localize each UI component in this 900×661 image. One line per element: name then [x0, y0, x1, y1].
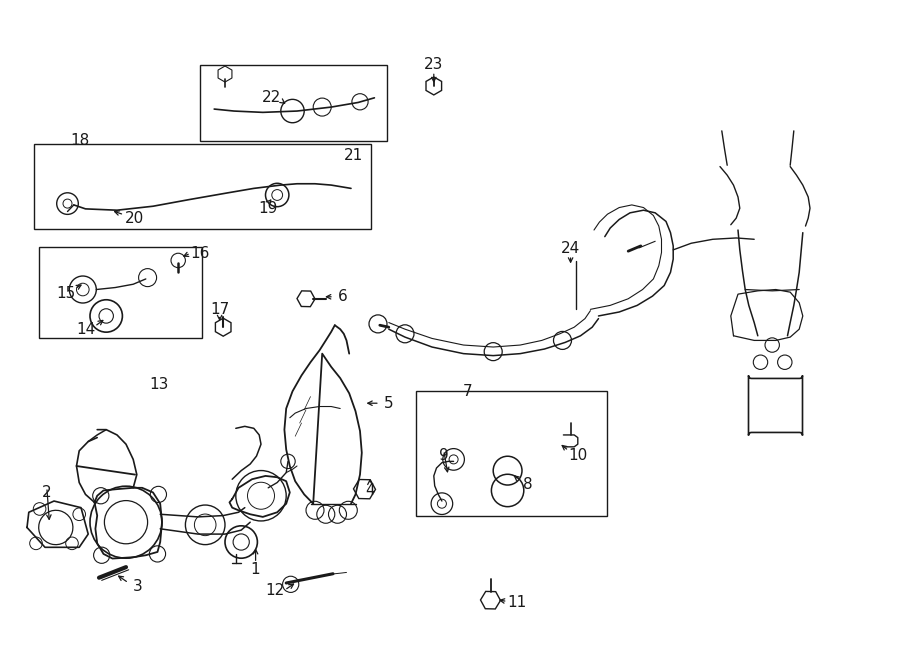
Bar: [34, 144, 371, 229]
Text: 8: 8: [524, 477, 533, 492]
Text: 21: 21: [344, 148, 364, 163]
Text: 20: 20: [125, 211, 145, 225]
Text: 16: 16: [190, 246, 210, 260]
Text: 10: 10: [568, 448, 588, 463]
Text: 23: 23: [424, 58, 444, 72]
Text: 17: 17: [210, 302, 230, 317]
Bar: [200, 65, 387, 141]
Text: 19: 19: [258, 201, 278, 215]
Text: 18: 18: [70, 134, 90, 148]
Text: 13: 13: [149, 377, 169, 392]
Text: 6: 6: [338, 290, 347, 304]
Text: 3: 3: [133, 580, 142, 594]
Text: 4: 4: [365, 483, 374, 498]
Text: 11: 11: [507, 596, 526, 610]
Text: 2: 2: [42, 485, 51, 500]
Bar: [39, 247, 202, 338]
Text: 9: 9: [439, 448, 448, 463]
Text: 12: 12: [265, 583, 284, 598]
Text: 22: 22: [262, 90, 282, 104]
Text: 15: 15: [56, 286, 76, 301]
Text: 7: 7: [463, 384, 472, 399]
Text: 14: 14: [76, 323, 95, 337]
Text: 24: 24: [561, 241, 581, 256]
Text: 1: 1: [251, 563, 260, 577]
Text: 5: 5: [384, 396, 393, 410]
Bar: [416, 391, 607, 516]
